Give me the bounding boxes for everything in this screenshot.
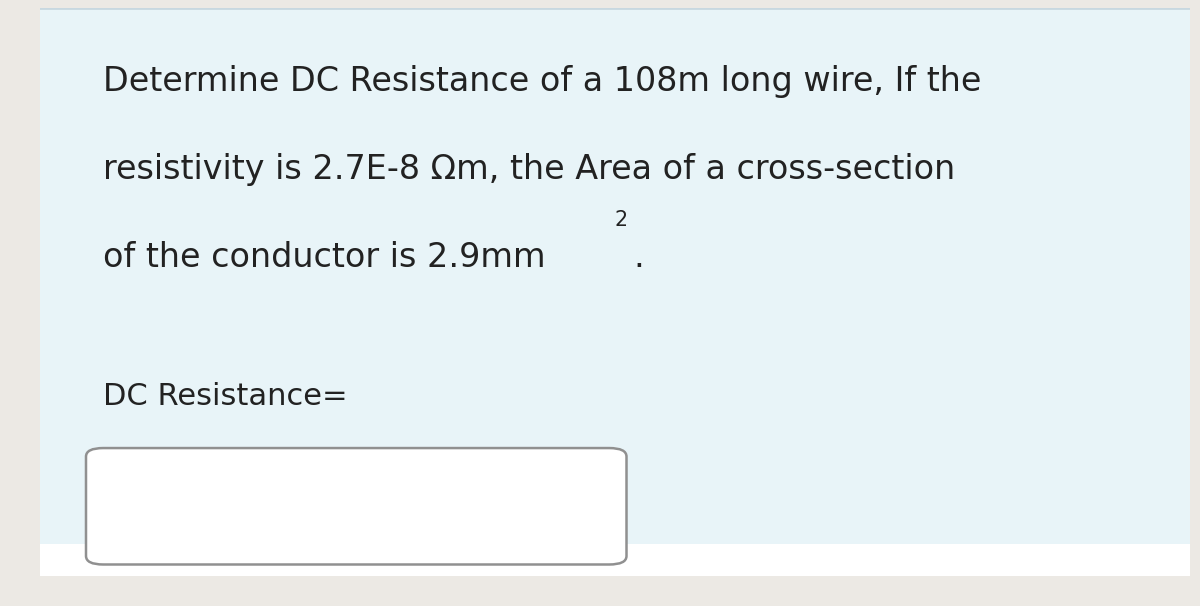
FancyBboxPatch shape bbox=[40, 544, 1190, 576]
Text: 2: 2 bbox=[616, 210, 628, 230]
Text: resistivity is 2.7E-8 Ωm, the Area of a cross-section: resistivity is 2.7E-8 Ωm, the Area of a … bbox=[103, 153, 955, 186]
Text: of the conductor is 2.9mm: of the conductor is 2.9mm bbox=[103, 241, 546, 274]
FancyBboxPatch shape bbox=[86, 448, 626, 565]
Text: .: . bbox=[634, 241, 644, 274]
Text: Determine DC Resistance of a 108m long wire, If the: Determine DC Resistance of a 108m long w… bbox=[103, 65, 982, 98]
Text: DC Resistance=: DC Resistance= bbox=[103, 382, 348, 411]
